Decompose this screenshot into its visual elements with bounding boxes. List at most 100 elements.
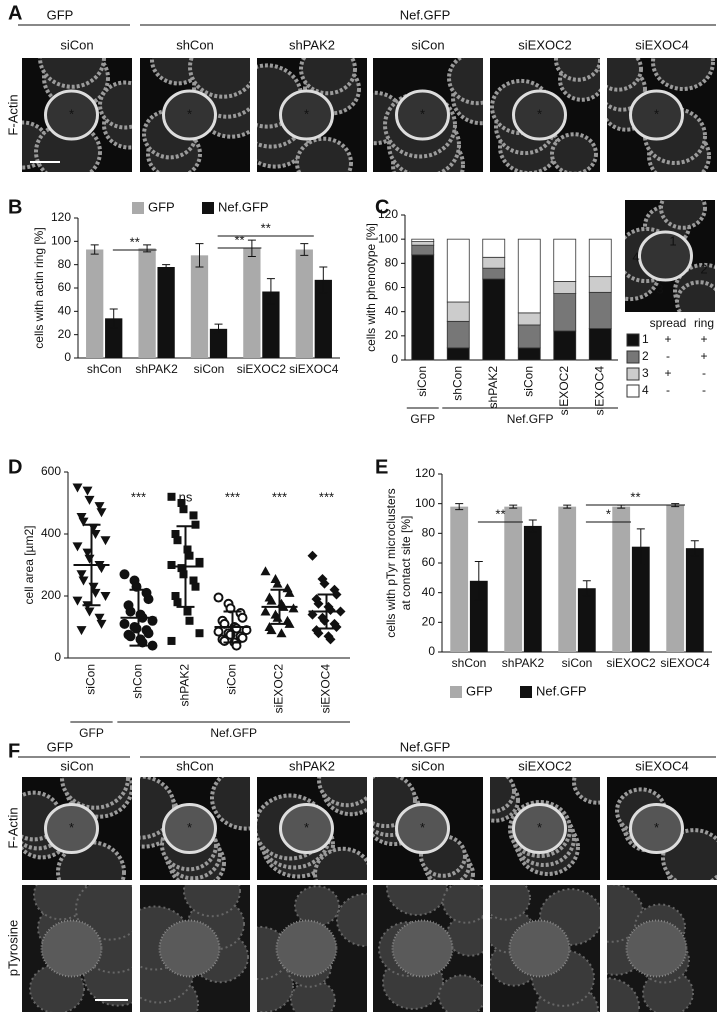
y-tick-label: 100 (378, 231, 398, 245)
point (78, 576, 89, 586)
cell (554, 58, 600, 82)
micrograph (625, 200, 715, 312)
bar-segment (517, 238, 541, 314)
legend-label: GFP (148, 199, 175, 214)
point (213, 626, 224, 637)
point (313, 628, 324, 639)
micrograph (490, 58, 600, 172)
y-axis-label: cells with pTyr microclusters (384, 488, 398, 637)
asterisk: * (420, 820, 425, 835)
point (237, 632, 248, 643)
point (94, 502, 105, 512)
bar (612, 506, 631, 652)
x-tick-label: shPAK2 (502, 656, 545, 670)
column-label: siCon (411, 758, 444, 773)
x-tick-label: siCon (415, 366, 429, 397)
legend-swatch (626, 333, 640, 347)
error-bar (455, 503, 464, 511)
significance-label: ** (495, 506, 505, 521)
error-bar (109, 308, 118, 329)
legend-cell: + (700, 332, 707, 346)
group-label: Nef.GFP (210, 726, 257, 740)
cell (386, 885, 448, 916)
column-label: siCon (411, 37, 444, 52)
column-label: shCon (176, 758, 214, 773)
point (143, 594, 154, 605)
cell (395, 89, 450, 141)
cell (98, 80, 132, 130)
cell (290, 979, 336, 1012)
sd-bar (176, 525, 195, 608)
bar (666, 505, 685, 652)
y-tick-label: 20 (58, 327, 72, 341)
asterisk: * (654, 106, 659, 121)
point (276, 628, 287, 638)
point (167, 561, 176, 569)
point (183, 607, 192, 616)
x-tick-label: siCon (194, 362, 225, 376)
bar (314, 279, 332, 358)
point (72, 542, 83, 552)
cell (44, 89, 99, 141)
micrograph (140, 885, 250, 1012)
error-bar (195, 243, 204, 268)
point (179, 505, 188, 514)
point (143, 628, 154, 639)
error-bar (636, 528, 645, 565)
error-bar (563, 504, 572, 509)
cell (158, 919, 221, 978)
bar (577, 588, 596, 652)
legend-cell: - (702, 383, 706, 397)
legend-swatch (450, 686, 462, 698)
point (284, 618, 295, 628)
sd-bar (82, 523, 101, 607)
bar-segment (517, 324, 541, 349)
y-tick-label: 60 (385, 280, 399, 294)
legend-header: ring (694, 316, 714, 330)
sd-bar (317, 593, 336, 630)
cell (44, 803, 99, 854)
asterisk: * (420, 106, 425, 121)
significance-label: *** (319, 489, 334, 504)
point (96, 508, 107, 518)
bar-segment (446, 320, 470, 349)
cell (446, 913, 483, 957)
cell (336, 892, 367, 948)
legend-swatch (626, 367, 640, 381)
y-tick-label: 80 (385, 256, 399, 270)
point (173, 536, 182, 545)
y-tick-label: 200 (41, 588, 61, 602)
bar-segment (482, 238, 506, 258)
y-axis-label: cells with phenotype [%] (364, 223, 378, 352)
point (313, 598, 324, 609)
error-bar (582, 580, 591, 597)
point (284, 587, 295, 597)
bar-segment (553, 238, 577, 282)
point (213, 592, 224, 603)
bar-segment (411, 238, 435, 242)
y-axis-label: cells with actin ring [%] (32, 227, 46, 348)
point (219, 635, 230, 646)
y-axis-label: cell area [µm2] (22, 526, 36, 605)
x-tick-label: siCon (84, 664, 98, 695)
y-tick-label: 80 (422, 526, 436, 540)
point (195, 557, 204, 566)
y-tick-label: 0 (54, 650, 61, 664)
bar (523, 525, 542, 652)
point (90, 530, 101, 539)
cell (629, 89, 684, 141)
point (325, 634, 336, 645)
bar-segment (411, 241, 435, 246)
x-tick-label: siEXOC4 (289, 362, 339, 376)
cell (625, 919, 688, 978)
point (125, 631, 136, 642)
point (185, 616, 194, 625)
x-tick-label: shPAK2 (135, 362, 178, 376)
cell (607, 977, 640, 1012)
bar-segment (482, 278, 506, 361)
x-tick-label: siEXOC4 (660, 656, 710, 670)
bar-segment (517, 347, 541, 361)
micrograph (257, 58, 367, 172)
cell (295, 136, 353, 172)
